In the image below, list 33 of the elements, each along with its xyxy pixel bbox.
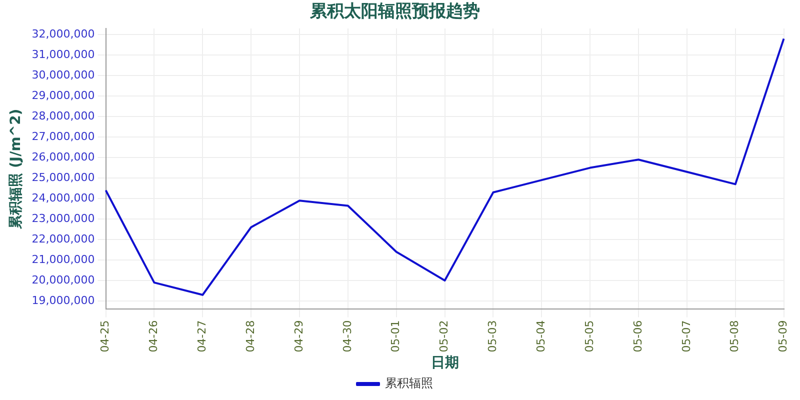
x-axis-title: 日期 bbox=[430, 355, 459, 372]
y-tick-label: 32,000,000 bbox=[32, 27, 95, 40]
y-tick-label: 21,000,000 bbox=[32, 252, 95, 266]
x-tick-label: 04-26 bbox=[147, 320, 160, 352]
x-tick-label: 05-08 bbox=[728, 320, 742, 352]
x-tick-label: 04-29 bbox=[292, 320, 306, 352]
y-axis-title: 累积辐照 (J/m^2) bbox=[8, 108, 24, 230]
chart-title: 累积太阳辐照预报趋势 bbox=[309, 2, 480, 22]
x-tick-label: 05-01 bbox=[389, 320, 402, 352]
x-tick-label: 04-25 bbox=[98, 320, 112, 352]
legend-label: 累积辐照 bbox=[385, 376, 433, 390]
y-tick-label: 27,000,000 bbox=[32, 130, 95, 143]
y-tick-label: 30,000,000 bbox=[32, 68, 95, 82]
x-tick-label: 05-07 bbox=[680, 320, 693, 352]
x-tick-label: 04-30 bbox=[340, 320, 354, 352]
x-tick-label: 04-28 bbox=[244, 320, 257, 352]
y-tick-label: 26,000,000 bbox=[32, 150, 95, 164]
y-tick-label: 22,000,000 bbox=[32, 232, 95, 246]
x-tick-label: 04-27 bbox=[196, 320, 208, 352]
y-tick-label: 19,000,000 bbox=[32, 294, 95, 307]
y-tick-label: 25,000,000 bbox=[32, 170, 95, 184]
x-tick-label: 05-04 bbox=[534, 320, 548, 352]
y-tick-label: 29,000,000 bbox=[32, 88, 95, 102]
x-tick-label: 05-03 bbox=[486, 320, 500, 352]
y-tick-label: 20,000,000 bbox=[32, 273, 95, 286]
x-tick-label: 05-06 bbox=[631, 320, 644, 352]
x-tick-label: 05-09 bbox=[776, 320, 790, 352]
x-tick-label: 05-05 bbox=[582, 320, 596, 352]
y-tick-label: 31,000,000 bbox=[32, 48, 95, 61]
y-tick-label: 28,000,000 bbox=[32, 109, 95, 122]
y-tick-label: 23,000,000 bbox=[32, 212, 95, 225]
y-tick-label: 24,000,000 bbox=[32, 191, 95, 204]
x-tick-label: 05-02 bbox=[438, 320, 451, 352]
